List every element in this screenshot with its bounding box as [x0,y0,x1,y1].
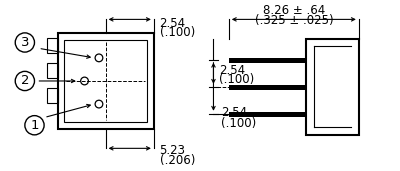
Text: (.100): (.100) [219,73,254,86]
Text: (.206): (.206) [160,154,195,167]
Text: 8.26 ± .64: 8.26 ± .64 [263,4,325,17]
Bar [47,88,58,103]
Bar [64,40,147,122]
Text: 5.23: 5.23 [160,144,186,157]
Bar [47,38,58,53]
Text: 3: 3 [21,36,29,49]
Bar [47,63,58,78]
Bar [229,85,306,90]
Text: 2.54: 2.54 [219,64,245,77]
Text: 2.54: 2.54 [221,106,247,119]
Text: (.100): (.100) [160,26,195,39]
Text: 2: 2 [21,75,29,88]
Bar [229,58,306,63]
Text: (.325 ± .025): (.325 ± .025) [254,14,333,27]
Bar [229,112,306,117]
Text: 2.54: 2.54 [160,17,186,30]
Text: (.100): (.100) [221,117,256,130]
Bar [58,33,154,129]
Text: 1: 1 [30,119,39,132]
Bar [306,39,359,135]
